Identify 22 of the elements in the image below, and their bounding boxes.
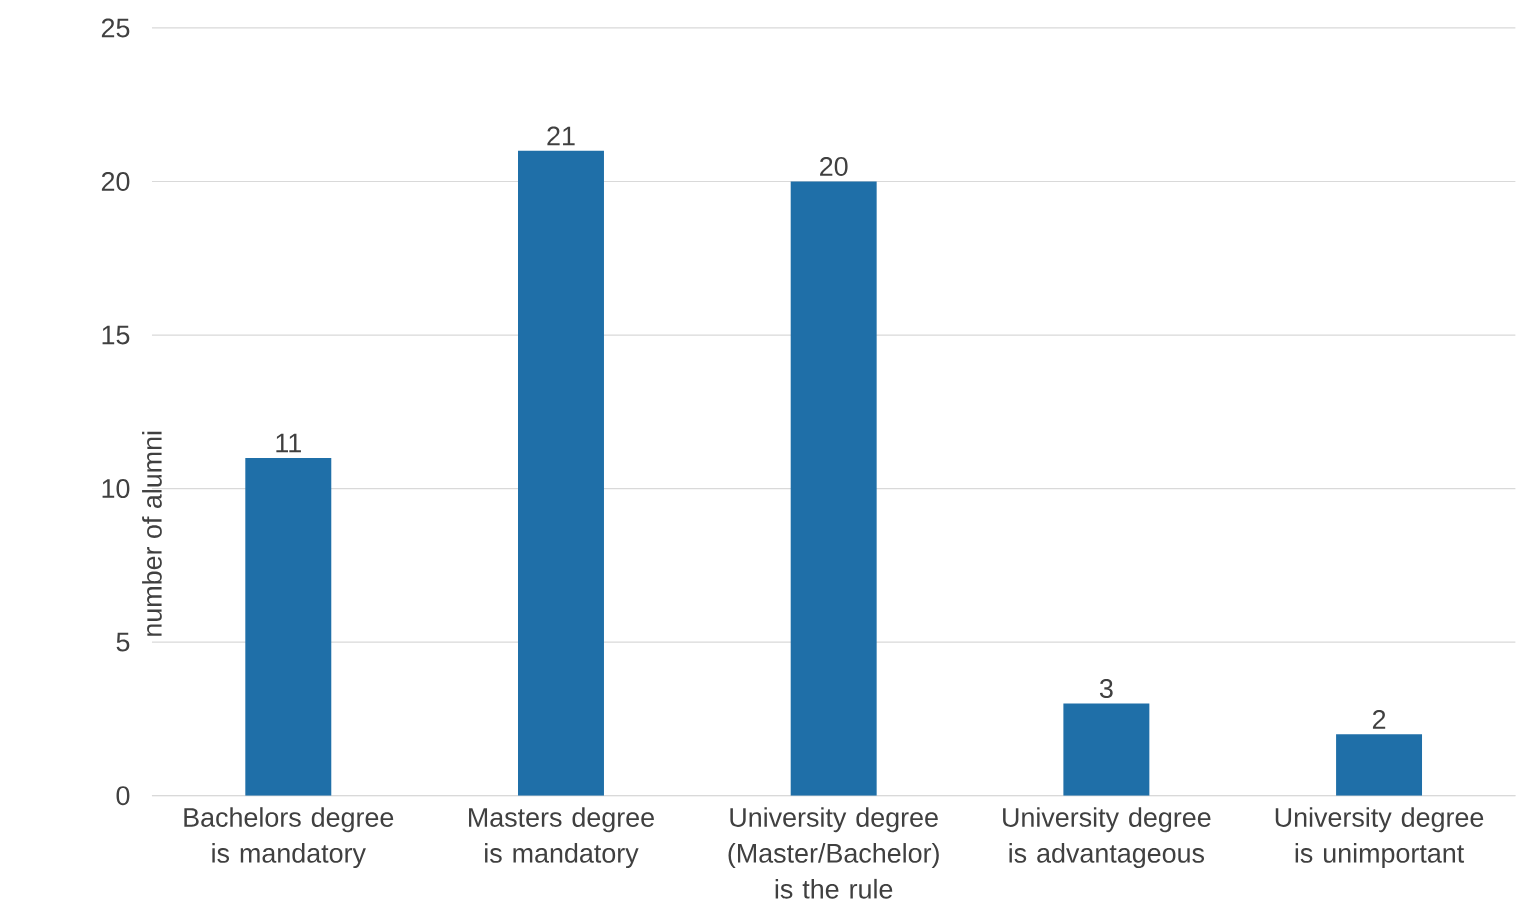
y-tick-label: 15 (102, 325, 130, 345)
x-tick-label: University degree is unimportant (1275, 807, 1484, 869)
y-tick-label: 5 (116, 632, 130, 652)
x-tick-label: University degree is advantageous (1003, 807, 1211, 869)
y-tick-label: 10 (102, 479, 130, 499)
data-label: 21 (547, 126, 575, 146)
x-tick-label: University degree (Master/Bachelor) is the rule (728, 807, 939, 899)
y-tick-label: 20 (101, 172, 130, 192)
bar (518, 150, 604, 796)
bar (245, 458, 332, 796)
y-axis-title: number of alumni (142, 431, 162, 637)
bar (1063, 703, 1150, 796)
bar (1336, 734, 1423, 796)
data-label: 11 (276, 434, 301, 453)
y-tick-label: 25 (101, 18, 130, 38)
data-label: 2 (1372, 710, 1386, 729)
x-tick-label: Bachelors degree is mandatory (184, 807, 394, 869)
bar (790, 181, 877, 796)
y-tick-label: 0 (116, 786, 130, 806)
data-label: 3 (1099, 679, 1113, 699)
data-label: 20 (820, 157, 848, 177)
x-tick-label: Masters degree is mandatory (469, 807, 654, 869)
